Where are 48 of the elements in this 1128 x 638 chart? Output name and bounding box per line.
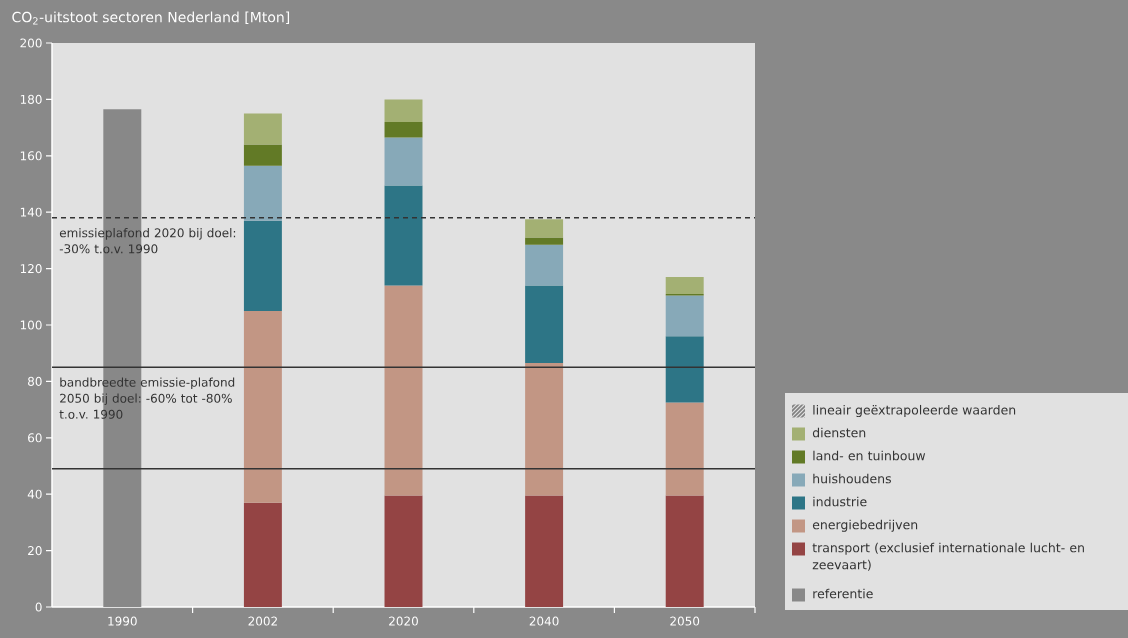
bar — [384, 121, 423, 138]
x-tick-label: 2040 — [529, 616, 559, 626]
x-tick-label: 1990 — [108, 616, 137, 626]
y-tick-label: 40 — [27, 489, 42, 499]
bar — [525, 495, 564, 607]
bar — [525, 363, 564, 496]
y-tick-label: 180 — [20, 94, 42, 104]
legend-label: land- en tuinbouw — [813, 450, 926, 461]
bar — [384, 285, 423, 496]
bar — [243, 220, 282, 311]
chart-title: CO$_{2}$-uitstoot sectoren Nederland [Mton] — [12, 11, 290, 25]
bar — [525, 244, 564, 286]
bar — [525, 219, 564, 238]
y-tick-label: 60 — [28, 433, 42, 443]
legend-label: industrie — [813, 496, 867, 507]
bar — [243, 113, 282, 145]
bar — [243, 502, 282, 607]
legend-label: diensten — [812, 427, 866, 438]
legend-label: referentie — [813, 588, 873, 599]
bar — [384, 99, 423, 122]
y-tick-label: 100 — [20, 320, 42, 330]
bar — [384, 495, 423, 607]
y-tick-label: 0 — [35, 602, 42, 612]
x-tick-label: 2020 — [389, 616, 418, 626]
bar — [665, 336, 704, 403]
bar — [243, 165, 282, 221]
bar — [665, 277, 704, 294]
legend-label: energiebedrijven — [812, 519, 918, 532]
bar — [243, 310, 282, 503]
bar — [525, 285, 564, 364]
bar — [243, 144, 282, 166]
legend-label: transport (exclusief internationale lucht- en zeevaart) — [812, 542, 1084, 571]
y-tick-label: 80 — [28, 376, 42, 386]
bar — [665, 495, 704, 607]
bar — [665, 402, 704, 496]
x-tick-label: 2050 — [670, 616, 700, 626]
x-tick-label: 2002 — [248, 616, 277, 626]
y-tick-label: 20 — [28, 546, 42, 556]
bar — [665, 295, 704, 337]
y-tick-label: 200 — [20, 38, 42, 48]
legend-label: huishoudens — [813, 473, 891, 484]
bar — [384, 137, 423, 186]
y-tick-label: 140 — [20, 207, 42, 217]
bar — [525, 237, 564, 245]
text: lineair geëxtrapoleerde waarden — [813, 404, 1016, 418]
y-tick-label: 120 — [20, 264, 42, 274]
y-tick-label: 160 — [20, 151, 42, 161]
bar — [384, 185, 423, 286]
